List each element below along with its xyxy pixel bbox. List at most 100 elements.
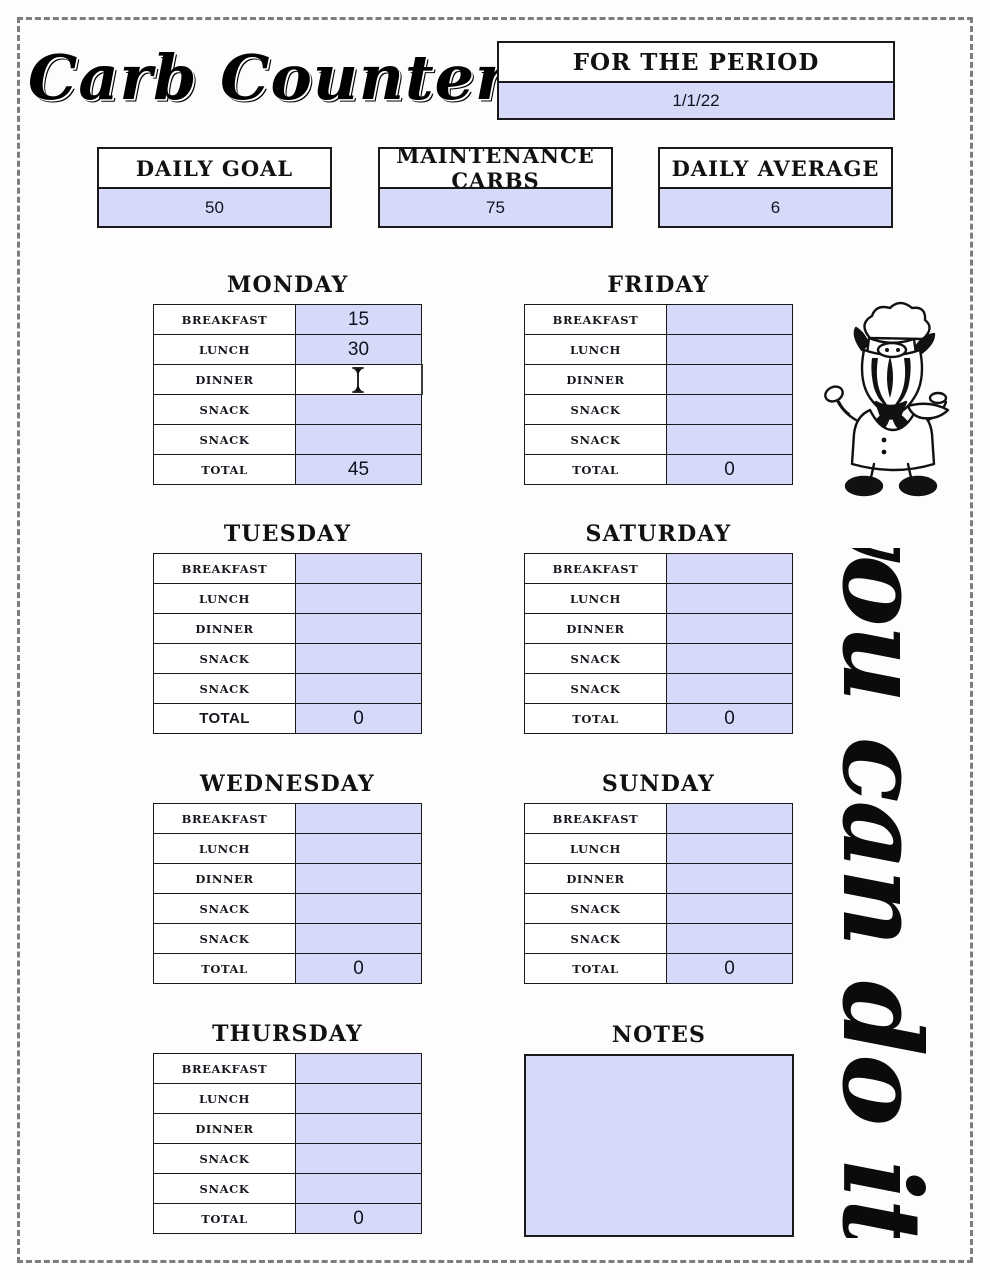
table-row: SNACK (153, 643, 422, 674)
carb-amount-input[interactable] (666, 673, 793, 704)
table-row-total: TOTAL 0 (524, 454, 793, 485)
carb-amount-input[interactable] (295, 1173, 422, 1204)
table-row-total: TOTAL 0 (524, 953, 793, 984)
meal-label: BREAKFAST (524, 803, 667, 834)
cow-chef-mascot-icon (812, 298, 952, 498)
table-row: LUNCH (153, 1083, 422, 1114)
meal-label: LUNCH (153, 1083, 296, 1114)
carb-amount-input[interactable] (666, 643, 793, 674)
table-row-total: TOTAL 0 (153, 703, 422, 734)
carb-amount-input[interactable] (295, 893, 422, 924)
carb-amount-input[interactable] (295, 583, 422, 614)
meal-label: SNACK (524, 923, 667, 954)
carb-amount-input[interactable]: 30 (295, 334, 422, 365)
carb-amount-input[interactable] (295, 1083, 422, 1114)
meal-label: BREAKFAST (524, 553, 667, 584)
table-row: LUNCH (524, 583, 793, 614)
carb-amount-input[interactable] (666, 583, 793, 614)
day-title: WEDNESDAY (200, 771, 375, 797)
notes-title: NOTES (611, 1022, 707, 1048)
table-row: DINNER (524, 364, 793, 395)
notes-input[interactable] (524, 1054, 794, 1237)
table-row: DINNER (153, 613, 422, 644)
meal-label: SNACK (153, 424, 296, 455)
day-block-monday: MONDAY BREAKFAST 15 LUNCH 30 DINNER SNACK SNACK… (153, 272, 423, 485)
carb-amount-input[interactable] (295, 394, 422, 425)
carb-amount-input[interactable] (666, 803, 793, 834)
carb-amount-input[interactable] (295, 803, 422, 834)
meal-label: SNACK (524, 643, 667, 674)
notes-block: NOTES (524, 1022, 794, 1237)
total-value: 0 (666, 703, 793, 734)
maintenance-carbs-box: MAINTENANCE CARBS 75 (378, 143, 613, 228)
carb-amount-input[interactable] (666, 863, 793, 894)
day-title: SATURDAY (585, 521, 732, 547)
carb-amount-input[interactable] (295, 923, 422, 954)
text-cursor-ibeam-icon (352, 366, 365, 393)
daily-average-label: DAILY AVERAGE (658, 147, 893, 189)
daily-average-value: 6 (658, 189, 893, 228)
maintenance-carbs-value[interactable]: 75 (378, 189, 613, 228)
carb-amount-input[interactable] (666, 304, 793, 335)
meal-label: SNACK (153, 1143, 296, 1174)
carb-amount-input[interactable] (295, 553, 422, 584)
carb-amount-input[interactable] (295, 424, 422, 455)
meal-label: DINNER (153, 613, 296, 644)
total-value: 0 (666, 953, 793, 984)
carb-amount-input[interactable] (666, 553, 793, 584)
meal-label: DINNER (524, 613, 667, 644)
day-block-tuesday: TUESDAY BREAKFAST LUNCH DINNER SNACK SNACK TOT… (153, 521, 422, 734)
carb-amount-input[interactable] (295, 863, 422, 894)
meal-label: DINNER (153, 364, 296, 395)
meal-label: LUNCH (524, 334, 667, 365)
slogan-text: you can do it! (818, 548, 944, 1238)
table-row: DINNER (153, 364, 423, 395)
period-box: FOR THE PERIOD 1/1/22 (497, 41, 895, 120)
carb-amount-input[interactable] (666, 394, 793, 425)
table-row: SNACK (524, 673, 793, 704)
carb-amount-input[interactable] (666, 424, 793, 455)
table-row: DINNER (524, 613, 793, 644)
carb-amount-input[interactable] (666, 613, 793, 644)
table-row: LUNCH (524, 334, 793, 365)
period-value[interactable]: 1/1/22 (497, 83, 895, 120)
carb-amount-input[interactable] (666, 923, 793, 954)
slogan-vertical: you can do it! (806, 548, 956, 1238)
daily-goal-box: DAILY GOAL 50 (97, 147, 332, 228)
carb-amount-input[interactable] (295, 673, 422, 704)
table-row: DINNER (153, 1113, 422, 1144)
carb-amount-input[interactable] (666, 334, 793, 365)
day-block-wednesday: WEDNESDAY BREAKFAST LUNCH DINNER SNACK SNACK T… (153, 771, 422, 984)
table-row-total: TOTAL 45 (153, 454, 422, 485)
carb-amount-input[interactable] (666, 893, 793, 924)
carb-amount-input[interactable] (295, 833, 422, 864)
meal-label: DINNER (153, 1113, 296, 1144)
table-row: BREAKFAST (153, 553, 422, 584)
meal-label: BREAKFAST (153, 304, 296, 335)
table-row-total: TOTAL 0 (524, 703, 793, 734)
total-value: 0 (295, 953, 422, 984)
table-row: SNACK (524, 893, 793, 924)
carb-amount-input[interactable] (295, 1113, 422, 1144)
table-row: SNACK (153, 424, 422, 455)
carb-amount-input[interactable] (666, 833, 793, 864)
carb-amount-input[interactable] (295, 1053, 422, 1084)
carb-amount-input[interactable] (295, 613, 422, 644)
table-row: BREAKFAST (153, 1053, 422, 1084)
total-value: 0 (666, 454, 793, 485)
meal-label: LUNCH (153, 334, 296, 365)
carb-amount-input[interactable] (295, 1143, 422, 1174)
table-row: SNACK (524, 643, 793, 674)
table-row-total: TOTAL 0 (153, 953, 422, 984)
table-row: DINNER (524, 863, 793, 894)
carb-amount-input[interactable] (295, 643, 422, 674)
carb-amount-input[interactable]: 15 (295, 304, 422, 335)
meal-label: LUNCH (153, 583, 296, 614)
daily-goal-value[interactable]: 50 (97, 189, 332, 228)
total-label: TOTAL (524, 454, 667, 485)
day-title: FRIDAY (607, 272, 710, 298)
carb-amount-input[interactable] (666, 364, 793, 395)
day-block-sunday: SUNDAY BREAKFAST LUNCH DINNER SNACK SNACK TOTA… (524, 771, 793, 984)
carb-amount-input-active[interactable] (295, 364, 423, 395)
